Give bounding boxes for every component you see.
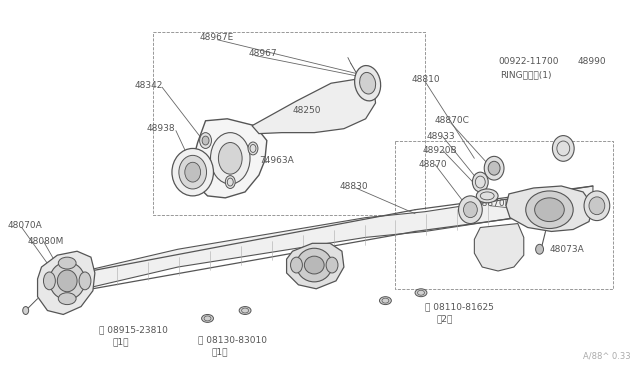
Text: 48810: 48810 — [411, 75, 440, 84]
Text: （2）: （2） — [437, 314, 453, 323]
Text: 48342: 48342 — [134, 81, 163, 90]
Ellipse shape — [58, 293, 76, 305]
Ellipse shape — [589, 197, 605, 215]
Ellipse shape — [58, 270, 77, 292]
Polygon shape — [474, 224, 524, 271]
Text: 48990: 48990 — [577, 57, 605, 66]
Text: 48870C: 48870C — [435, 116, 470, 125]
Ellipse shape — [584, 191, 610, 221]
Ellipse shape — [179, 155, 207, 189]
Text: 48967: 48967 — [249, 49, 278, 58]
Text: 48250: 48250 — [292, 106, 321, 115]
Text: 48080M: 48080M — [28, 237, 64, 246]
Ellipse shape — [172, 148, 214, 196]
Ellipse shape — [291, 257, 303, 273]
Ellipse shape — [202, 136, 209, 145]
Text: 48870: 48870 — [419, 160, 447, 169]
Text: 48073A: 48073A — [550, 245, 584, 254]
Text: RINGリング(1): RINGリング(1) — [500, 71, 552, 80]
Ellipse shape — [458, 196, 483, 224]
Polygon shape — [192, 119, 267, 198]
Text: 48933: 48933 — [427, 132, 456, 141]
Ellipse shape — [239, 307, 251, 314]
Ellipse shape — [202, 314, 214, 323]
Text: （1）: （1） — [113, 338, 129, 347]
Ellipse shape — [200, 133, 211, 148]
Text: 48967E: 48967E — [200, 33, 234, 42]
Ellipse shape — [472, 172, 488, 192]
Ellipse shape — [211, 133, 250, 184]
Ellipse shape — [484, 156, 504, 180]
Ellipse shape — [44, 272, 55, 290]
Text: A/88^ 0.33: A/88^ 0.33 — [583, 352, 630, 360]
Ellipse shape — [248, 142, 258, 155]
Ellipse shape — [463, 202, 477, 218]
Ellipse shape — [476, 189, 498, 203]
Text: Ⓥ 08915-23810: Ⓥ 08915-23810 — [99, 326, 168, 335]
Polygon shape — [252, 79, 376, 134]
Text: Ⓑ 08130-83010: Ⓑ 08130-83010 — [198, 336, 267, 345]
Polygon shape — [506, 186, 593, 231]
Ellipse shape — [218, 142, 242, 174]
Ellipse shape — [415, 289, 427, 297]
Ellipse shape — [326, 257, 338, 273]
Ellipse shape — [488, 161, 500, 175]
Ellipse shape — [534, 198, 564, 222]
Text: （1）: （1） — [211, 347, 228, 356]
Text: 74963A: 74963A — [259, 156, 294, 165]
Text: 00922-11700: 00922-11700 — [498, 57, 559, 66]
Text: Ⓑ 08110-81625: Ⓑ 08110-81625 — [425, 302, 494, 311]
Ellipse shape — [185, 162, 200, 182]
Ellipse shape — [225, 176, 236, 189]
Polygon shape — [60, 186, 593, 295]
Ellipse shape — [49, 262, 85, 300]
Ellipse shape — [296, 248, 332, 282]
Text: 48920B: 48920B — [423, 146, 458, 155]
Ellipse shape — [360, 73, 376, 94]
Ellipse shape — [23, 307, 29, 314]
Polygon shape — [287, 243, 344, 289]
Text: 48830: 48830 — [340, 182, 369, 190]
Text: 48938: 48938 — [147, 124, 175, 133]
Ellipse shape — [58, 257, 76, 269]
Ellipse shape — [525, 191, 573, 228]
Ellipse shape — [79, 272, 91, 290]
Ellipse shape — [305, 256, 324, 274]
Ellipse shape — [536, 244, 543, 254]
Ellipse shape — [380, 297, 391, 305]
Ellipse shape — [355, 65, 381, 101]
Ellipse shape — [552, 136, 574, 161]
Polygon shape — [38, 251, 95, 314]
Text: 48070A: 48070A — [8, 221, 43, 230]
Text: 48870E: 48870E — [476, 199, 511, 208]
